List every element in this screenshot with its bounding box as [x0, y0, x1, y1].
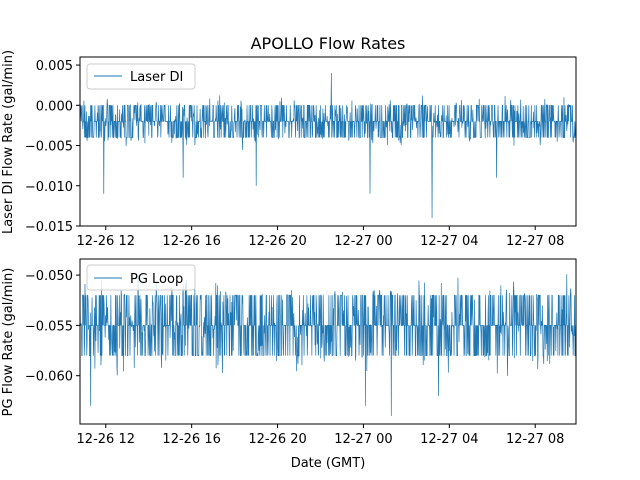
y-tick-label: 0.000 — [36, 99, 73, 114]
bottom-legend-label: PG Loop — [130, 272, 183, 287]
laser-di-series — [80, 73, 576, 218]
y-tick-label: −0.010 — [25, 180, 73, 195]
x-tick-label: 12-26 16 — [162, 432, 220, 447]
x-tick-label: 12-26 20 — [248, 234, 306, 249]
x-axis-title: Date (GMT) — [291, 456, 366, 471]
y-tick-label: −0.005 — [25, 140, 73, 155]
pg-loop-series — [80, 274, 576, 416]
y-tick-label: −0.060 — [25, 370, 73, 385]
top-legend: Laser DI — [86, 63, 196, 90]
x-tick-label: 12-26 20 — [248, 432, 306, 447]
bottom-panel: −0.050−0.055−0.060 12-26 12 12-26 16 12-26… — [1, 258, 577, 471]
bottom-x-ticks: 12-26 12 12-26 16 12-26 20 12-27 00 12-27 04… — [77, 424, 564, 447]
x-tick-label: 12-27 08 — [506, 432, 564, 447]
top-legend-box — [86, 63, 196, 90]
bottom-legend: PG Loop — [86, 264, 196, 291]
x-tick-label: 12-27 08 — [506, 234, 564, 249]
top-y-axis-title: Laser DI Flow Rate (gal/min) — [1, 50, 16, 234]
bottom-y-axis-title: PG Flow Rate (gal/min) — [1, 268, 16, 417]
bottom-legend-box — [86, 264, 196, 291]
top-x-ticks: 12-26 12 12-26 16 12-26 20 12-27 00 12-27 04… — [77, 226, 564, 249]
x-tick-label: 12-27 04 — [420, 432, 478, 447]
x-tick-label: 12-27 00 — [334, 234, 392, 249]
x-tick-label: 12-26 12 — [77, 234, 135, 249]
bottom-y-ticks: −0.050 −0.055 −0.060 — [25, 269, 80, 385]
x-tick-label: 12-26 12 — [77, 432, 135, 447]
chart-title: APOLLO Flow Rates — [251, 34, 406, 53]
y-tick-label: 0.005 — [36, 59, 73, 74]
y-tick-label: −0.015 — [25, 220, 73, 235]
y-tick-label: −0.055 — [25, 319, 73, 334]
y-tick-label: −0.050 — [25, 269, 73, 284]
top-y-ticks: 0.005 0.000 −0.005 −0.010 −0.015 — [25, 59, 80, 235]
x-tick-label: 12-26 16 — [162, 234, 220, 249]
x-tick-label: 12-27 00 — [334, 432, 392, 447]
top-legend-label: Laser DI — [130, 70, 183, 85]
bottom-axes-frame — [79, 258, 577, 425]
top-axes-frame — [79, 56, 577, 227]
x-tick-label: 12-27 04 — [420, 234, 478, 249]
series-line — [80, 73, 576, 218]
series-line — [80, 274, 576, 416]
